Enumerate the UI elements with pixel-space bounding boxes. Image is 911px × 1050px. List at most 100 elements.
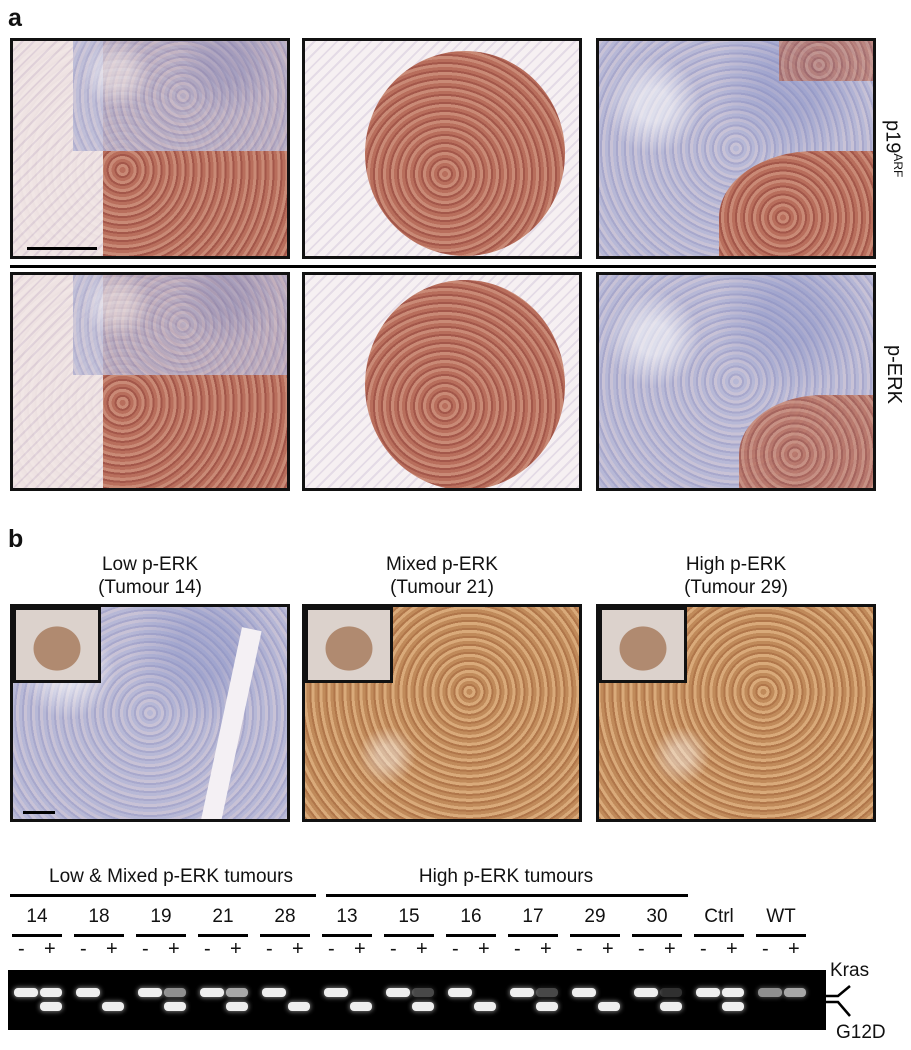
plus-marker: + bbox=[106, 938, 118, 960]
lane-underline bbox=[198, 934, 248, 937]
plus-marker: + bbox=[602, 938, 614, 960]
panel-letter-b: b bbox=[8, 525, 24, 553]
minus-marker: - bbox=[142, 938, 149, 960]
minus-marker: - bbox=[204, 938, 211, 960]
group-label-low-mixed: Low & Mixed p-ERK tumours bbox=[49, 866, 293, 887]
minus-marker: - bbox=[638, 938, 645, 960]
band-g12d-plus bbox=[722, 1002, 744, 1011]
band-g12d-plus bbox=[226, 1002, 248, 1011]
plus-marker: + bbox=[478, 938, 490, 960]
plus-marker: + bbox=[168, 938, 180, 960]
band-g12d-plus bbox=[536, 1002, 558, 1011]
band-g12d-plus bbox=[288, 1002, 310, 1011]
band-kras-minus bbox=[262, 988, 286, 997]
minus-marker: - bbox=[390, 938, 397, 960]
band-g12d-plus bbox=[412, 1002, 434, 1011]
panel-letter-a: a bbox=[8, 4, 22, 32]
band-g12d-plus bbox=[660, 1002, 682, 1011]
lane-label: 28 bbox=[274, 906, 296, 927]
lane-label: 17 bbox=[522, 906, 544, 927]
lane-underline bbox=[570, 934, 620, 937]
micrograph-a-p19-2 bbox=[302, 38, 582, 259]
band-kras-minus bbox=[14, 988, 38, 997]
lane-label: 16 bbox=[460, 906, 482, 927]
band-kras-minus bbox=[324, 988, 348, 997]
micrograph-a-p19-1 bbox=[10, 38, 290, 259]
plus-marker: + bbox=[726, 938, 738, 960]
minus-marker: - bbox=[18, 938, 25, 960]
band-g12d-plus bbox=[350, 1002, 372, 1011]
plus-marker: + bbox=[416, 938, 428, 960]
band-kras-minus bbox=[448, 988, 472, 997]
lane-label: Ctrl bbox=[704, 906, 734, 927]
inset-high bbox=[599, 607, 687, 683]
micrograph-b-low bbox=[10, 604, 290, 822]
lane-underline bbox=[384, 934, 434, 937]
band-g12d-plus bbox=[40, 1002, 62, 1011]
lane-label: 29 bbox=[584, 906, 606, 927]
band-g12d-plus bbox=[164, 1002, 186, 1011]
micrograph-b-high bbox=[596, 604, 876, 822]
band-g12d-plus bbox=[102, 1002, 124, 1011]
plus-marker: + bbox=[354, 938, 366, 960]
plus-marker: + bbox=[44, 938, 56, 960]
row-label-p19arf: p19ARF bbox=[881, 120, 905, 178]
lane-label: WT bbox=[766, 906, 796, 927]
lane-underline bbox=[508, 934, 558, 937]
lane-underline bbox=[756, 934, 806, 937]
plus-marker: + bbox=[664, 938, 676, 960]
band-kras-plus bbox=[660, 988, 682, 997]
band-kras-plus bbox=[412, 988, 434, 997]
micrograph-b-mixed bbox=[302, 604, 582, 822]
gel-image bbox=[8, 970, 826, 1030]
lane-label: 19 bbox=[150, 906, 172, 927]
lane-underline bbox=[260, 934, 310, 937]
lane-label: 30 bbox=[646, 906, 668, 927]
band-kras-minus bbox=[138, 988, 162, 997]
row-label-perk: p-ERK bbox=[883, 345, 905, 404]
lane-underline bbox=[694, 934, 744, 937]
band-kras-minus bbox=[510, 988, 534, 997]
lane-underline bbox=[446, 934, 496, 937]
lane-underline bbox=[322, 934, 372, 937]
minus-marker: - bbox=[576, 938, 583, 960]
plus-marker: + bbox=[230, 938, 242, 960]
band-kras-plus bbox=[40, 988, 62, 997]
plus-marker: + bbox=[540, 938, 552, 960]
band-kras-plus bbox=[226, 988, 248, 997]
title-high-perk: High p-ERK (Tumour 29) bbox=[684, 554, 788, 598]
plus-marker: + bbox=[292, 938, 304, 960]
title-low-perk: Low p-ERK (Tumour 14) bbox=[98, 554, 202, 598]
minus-marker: - bbox=[328, 938, 335, 960]
title-mixed-perk: Mixed p-ERK (Tumour 21) bbox=[386, 554, 498, 598]
band-bracket bbox=[826, 985, 851, 1017]
lane-label: 14 bbox=[26, 906, 48, 927]
band-kras-minus bbox=[572, 988, 596, 997]
minus-marker: - bbox=[700, 938, 707, 960]
lane-underline bbox=[632, 934, 682, 937]
lane-label: 15 bbox=[398, 906, 420, 927]
minus-marker: - bbox=[266, 938, 273, 960]
lane-label: 21 bbox=[212, 906, 234, 927]
band-kras-minus bbox=[200, 988, 224, 997]
micrograph-a-p19-3 bbox=[596, 38, 876, 259]
band-kras-minus bbox=[758, 988, 782, 997]
band-label-kras: Kras bbox=[830, 960, 870, 981]
band-kras-minus bbox=[634, 988, 658, 997]
plus-marker: + bbox=[788, 938, 800, 960]
band-kras-minus bbox=[386, 988, 410, 997]
band-kras-plus bbox=[784, 988, 806, 997]
lane-label: 18 bbox=[88, 906, 110, 927]
band-g12d-plus bbox=[474, 1002, 496, 1011]
minus-marker: - bbox=[762, 938, 769, 960]
minus-marker: - bbox=[514, 938, 521, 960]
lane-label: 13 bbox=[336, 906, 358, 927]
lane-underline bbox=[74, 934, 124, 937]
lane-underline bbox=[12, 934, 62, 937]
band-g12d-plus bbox=[598, 1002, 620, 1011]
band-kras-minus bbox=[696, 988, 720, 997]
micrograph-a-perk-3 bbox=[596, 272, 876, 491]
band-kras-plus bbox=[164, 988, 186, 997]
minus-marker: - bbox=[452, 938, 459, 960]
band-kras-minus bbox=[76, 988, 100, 997]
